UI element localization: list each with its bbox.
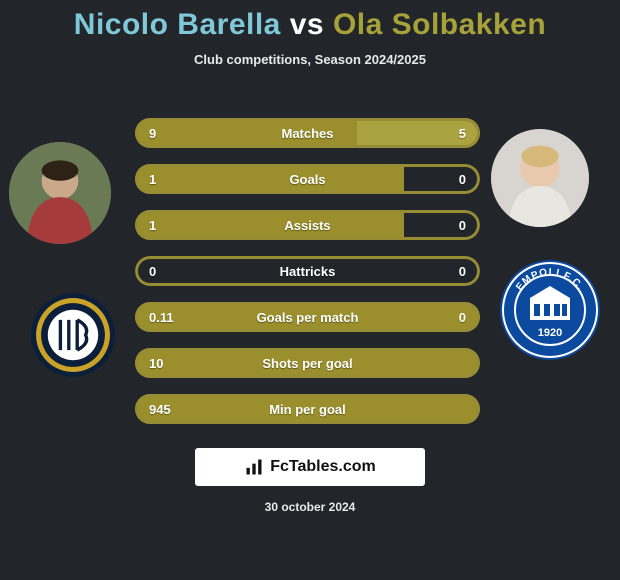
player1-club-crest: [31, 293, 115, 377]
stat-label: Matches: [135, 118, 480, 148]
svg-text:1920: 1920: [538, 327, 562, 339]
avatar-placeholder-icon: [491, 129, 589, 227]
stat-label: Shots per goal: [135, 348, 480, 378]
stat-row: 95Matches: [135, 118, 480, 148]
player1-name: Nicolo Barella: [74, 8, 281, 41]
stat-label: Min per goal: [135, 394, 480, 424]
comparison-title: Nicolo Barella vs Ola Solbakken: [0, 0, 620, 42]
bar-chart-icon: [244, 457, 264, 477]
title-vs: vs: [290, 8, 324, 41]
stat-label: Hattricks: [135, 256, 480, 286]
player1-avatar: [9, 142, 111, 244]
brand-text: FcTables.com: [270, 458, 376, 476]
empoli-crest-icon: EMPOLI F.C. 1920: [500, 260, 600, 360]
player2-avatar: [491, 129, 589, 227]
stat-row: 00Hattricks: [135, 256, 480, 286]
stat-row: 945Min per goal: [135, 394, 480, 424]
player2-club-crest: EMPOLI F.C. 1920: [500, 260, 600, 360]
stat-row: 10Shots per goal: [135, 348, 480, 378]
stat-label: Goals per match: [135, 302, 480, 332]
stat-row: 0.110Goals per match: [135, 302, 480, 332]
comparison-chart: 95Matches 10Goals 10Assists 00Hattricks 0.11…: [135, 118, 480, 440]
player2-name: Ola Solbakken: [333, 8, 546, 41]
footer-date: 30 october 2024: [0, 500, 620, 514]
subtitle: Club competitions, Season 2024/2025: [0, 52, 620, 67]
stat-label: Assists: [135, 210, 480, 240]
brand-badge: FcTables.com: [195, 448, 425, 486]
inter-crest-icon: [31, 293, 115, 377]
stat-row: 10Goals: [135, 164, 480, 194]
avatar-placeholder-icon: [9, 142, 111, 244]
stat-row: 10Assists: [135, 210, 480, 240]
stat-label: Goals: [135, 164, 480, 194]
